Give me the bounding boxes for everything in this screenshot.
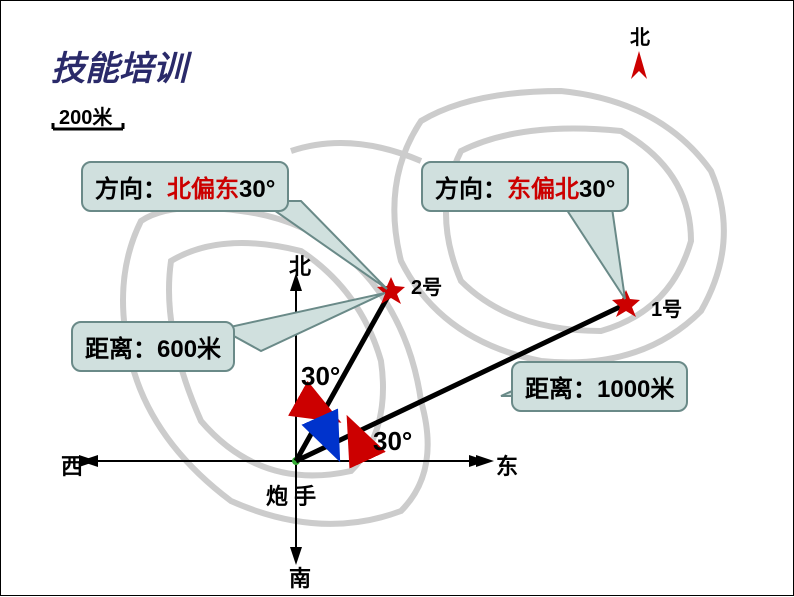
direction-box-1: 方向：东偏北30° [421, 161, 629, 212]
origin-label: 炮 手 [266, 479, 316, 511]
target-1-label: 1号 [651, 293, 682, 322]
distance-box-1: 距离：1000米 [511, 361, 688, 412]
dir1-highlight: 东偏北 [507, 176, 579, 203]
scale-label: 200米 [59, 101, 112, 130]
dist2-value: 600米 [157, 336, 221, 363]
dir1-prefix: 方向： [435, 176, 507, 203]
direction-box-2: 方向：北偏东30° [81, 161, 289, 212]
angle-label-1: 30° [373, 426, 412, 457]
dir1-suffix: 30° [579, 176, 615, 203]
dir2-prefix: 方向： [95, 176, 167, 203]
distance-box-2: 距离：600米 [71, 321, 235, 372]
dir2-highlight: 北偏东 [167, 176, 239, 203]
dist1-prefix: 距离： [525, 376, 597, 403]
angle-label-2: 30° [301, 361, 340, 392]
dir2-suffix: 30° [239, 176, 275, 203]
compass-north-label: 北 [630, 21, 650, 50]
dist1-value: 1000米 [597, 376, 674, 403]
dist2-prefix: 距离： [85, 336, 157, 363]
target-2-label: 2号 [411, 271, 442, 300]
page-title: 技能培训 [51, 41, 187, 90]
